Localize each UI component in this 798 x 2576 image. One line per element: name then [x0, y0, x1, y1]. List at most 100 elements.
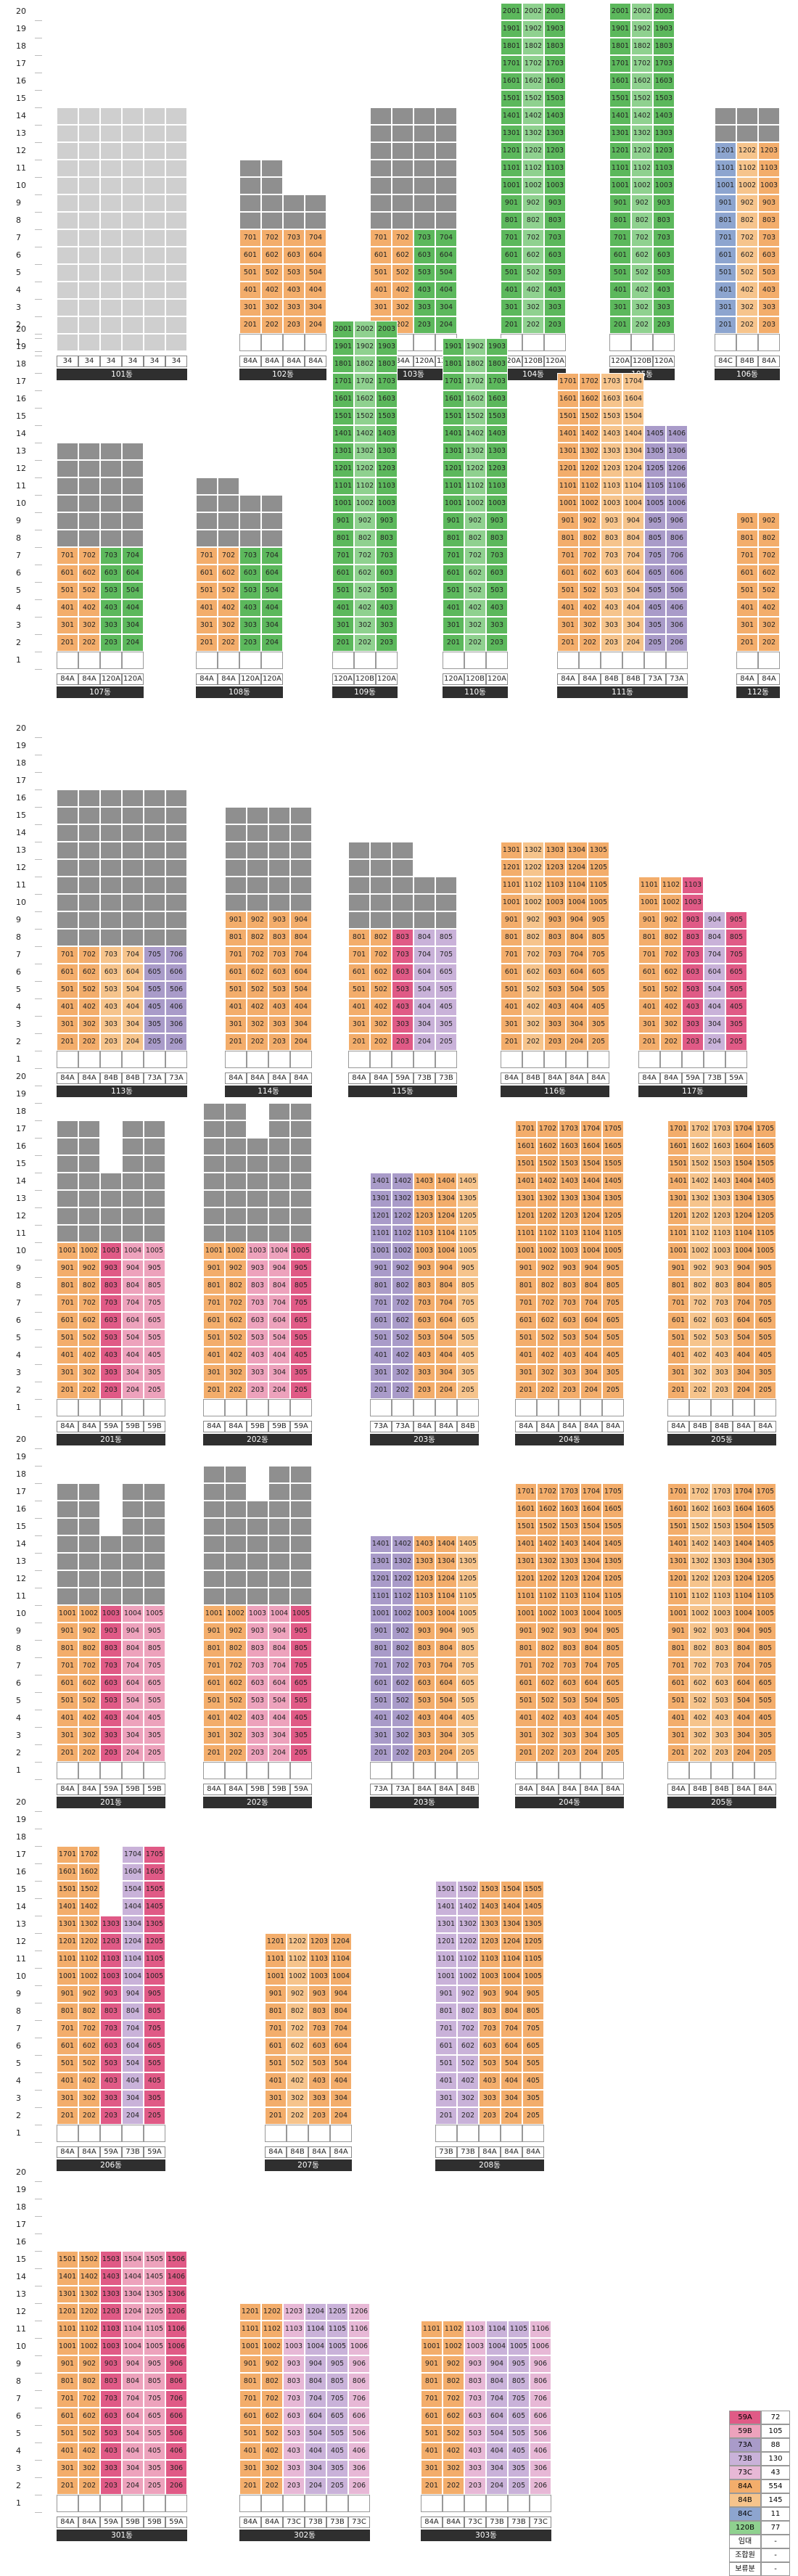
- unit-cell: 903: [544, 194, 566, 212]
- unit-cell: 1502: [689, 1155, 711, 1173]
- unit-cell: [268, 1138, 290, 1155]
- unit-cell: 803: [268, 929, 290, 946]
- unit-cell: 1202: [261, 2303, 283, 2321]
- unit-cell: [122, 877, 144, 894]
- unit-type-label: 73B: [435, 1072, 457, 1084]
- unit-cell: 703: [100, 547, 122, 565]
- unit-cell: 405: [144, 2072, 165, 2090]
- unit-cell: 202: [225, 1744, 247, 1762]
- unit-cell: 1001: [557, 495, 579, 512]
- unit-cell: [57, 652, 78, 669]
- unit-type-label: 120B: [631, 356, 653, 367]
- floor-number: 11: [16, 880, 35, 890]
- unit-cell: 603: [268, 964, 290, 981]
- unit-cell: 302: [758, 617, 780, 634]
- unit-cell: 203: [414, 1382, 435, 1399]
- unit-cell: 403: [100, 599, 122, 617]
- unit-cell: [305, 334, 326, 351]
- unit-cell: 701: [239, 2390, 261, 2408]
- unit-cell: 204: [435, 1382, 457, 1399]
- unit-cell: 504: [122, 2425, 144, 2442]
- floor-number: 3: [16, 620, 35, 630]
- unit-cell: 1303: [376, 443, 398, 460]
- unit-cell: [196, 652, 218, 669]
- unit-cell: 401: [57, 1710, 78, 1727]
- unit-cell: 1204: [435, 1570, 457, 1588]
- unit-cell: [522, 334, 544, 351]
- unit-cell: 401: [370, 1347, 392, 1364]
- unit-cell: [122, 177, 144, 194]
- unit-cell: 501: [57, 1692, 78, 1710]
- unit-cell: 1304: [122, 2286, 144, 2303]
- unit-cell: 1902: [464, 338, 486, 356]
- floor-number: 18: [16, 1832, 35, 1842]
- unit-cell: 502: [736, 264, 758, 282]
- unit-cell: 301: [443, 617, 464, 634]
- unit-cell: 402: [537, 1710, 559, 1727]
- unit-cell: 1603: [486, 390, 508, 408]
- unit-cell: 1203: [308, 1933, 330, 1951]
- unit-cell: 803: [711, 1640, 733, 1657]
- unit-cell: [247, 1501, 268, 1518]
- unit-cell: 903: [653, 194, 675, 212]
- unit-cell: 2003: [653, 3, 675, 20]
- unit-cell: [57, 1553, 78, 1570]
- unit-cell: 402: [78, 599, 100, 617]
- unit-cell: 2002: [522, 3, 544, 20]
- unit-type-label: 84A: [57, 1421, 78, 1432]
- unit-cell: 1405: [644, 425, 666, 443]
- legend-row: 84C 11: [729, 2507, 791, 2521]
- unit-cell: 1104: [305, 2321, 326, 2338]
- unit-cell: 405: [290, 1710, 312, 1727]
- floor-number: 8: [16, 216, 35, 225]
- floor-number: 1: [16, 1403, 35, 1412]
- unit-cell: 705: [326, 2390, 348, 2408]
- floor-number: 1: [16, 655, 35, 665]
- unit-cell: 304: [290, 1016, 312, 1033]
- unit-cell: 704: [122, 1657, 144, 1675]
- unit-type-label: 84A: [414, 1784, 435, 1795]
- unit-cell: [667, 1399, 689, 1416]
- unit-cell: 205: [144, 1382, 165, 1399]
- unit-cell: 501: [348, 981, 370, 998]
- unit-cell: 705: [644, 547, 666, 565]
- unit-cell: 1003: [711, 1242, 733, 1260]
- unit-cell: 405: [144, 1347, 165, 1364]
- unit-cell: [100, 264, 122, 282]
- unit-cell: [247, 1225, 268, 1242]
- unit-cell: 404: [122, 998, 144, 1016]
- unit-cell: 902: [631, 194, 653, 212]
- unit-cell: 1102: [736, 160, 758, 177]
- unit-cell: 303: [100, 2090, 122, 2107]
- unit-cell: 901: [57, 2355, 78, 2373]
- unit-cell: 1204: [733, 1570, 754, 1588]
- unit-cell: 401: [239, 282, 261, 299]
- unit-cell: 902: [443, 2355, 464, 2373]
- unit-type-label: 59B: [144, 1421, 165, 1432]
- unit-cell: 204: [122, 2107, 144, 2125]
- unit-cell: 501: [667, 1329, 689, 1347]
- unit-type-label: 84A: [57, 2146, 78, 2158]
- floor-gridline: [35, 338, 42, 339]
- floor-number: 11: [16, 1591, 35, 1601]
- unit-cell: 1105: [602, 1588, 624, 1605]
- unit-cell: [57, 1173, 78, 1190]
- unit-cell: 601: [57, 2408, 78, 2425]
- unit-cell: 1001: [57, 1242, 78, 1260]
- unit-cell: 801: [421, 2373, 443, 2390]
- unit-cell: [225, 1501, 247, 1518]
- unit-cell: 505: [457, 1329, 479, 1347]
- unit-cell: 1103: [544, 877, 566, 894]
- unit-cell: 302: [287, 2090, 308, 2107]
- unit-cell: 605: [144, 2038, 165, 2055]
- unit-cell: 601: [57, 2038, 78, 2055]
- floor-gridline: [35, 2268, 42, 2269]
- unit-cell: 1602: [522, 73, 544, 90]
- unit-cell: [78, 894, 100, 911]
- unit-cell: 901: [443, 512, 464, 530]
- unit-cell: 1205: [144, 2303, 165, 2321]
- unit-cell: 303: [486, 617, 508, 634]
- unit-cell: 204: [501, 2107, 522, 2125]
- unit-cell: 304: [122, 2460, 144, 2477]
- unit-cell: 1003: [100, 2338, 122, 2355]
